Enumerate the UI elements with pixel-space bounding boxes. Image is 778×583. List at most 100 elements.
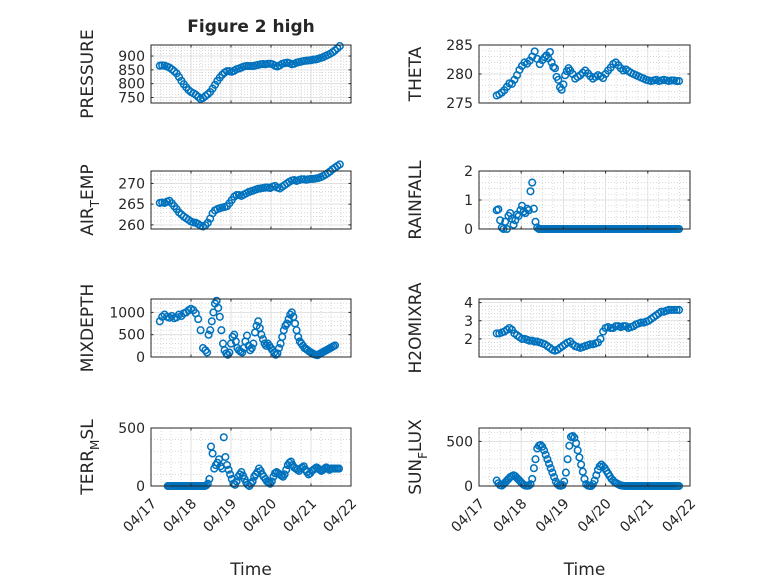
data-point [528, 474, 537, 483]
data-point [232, 477, 241, 486]
y-tick-label: 0 [136, 350, 145, 366]
data-point [559, 80, 568, 89]
data-point [282, 465, 291, 474]
data-point [242, 331, 252, 340]
data-point [568, 431, 577, 441]
data-point [202, 348, 212, 357]
data-point [271, 350, 280, 359]
data-point [258, 335, 268, 344]
data-point [672, 76, 681, 86]
data-point [294, 332, 303, 341]
data-point [561, 71, 570, 80]
y-axis-label: MIXDEPTH [78, 284, 98, 373]
y-tick-label: 900 [118, 49, 145, 65]
data-point [530, 47, 539, 56]
data-point [573, 446, 582, 455]
data-point [212, 296, 221, 305]
y-tick-label: 1000 [109, 305, 145, 321]
y-tick-label: 3 [464, 314, 473, 330]
data-point [543, 455, 552, 464]
data-point [282, 319, 292, 328]
data-point [611, 322, 620, 331]
data-point [221, 452, 230, 462]
y-tick-label: 0 [136, 479, 145, 495]
data-point [492, 329, 501, 338]
data-point [572, 439, 581, 448]
y-axis-label: TERRMSL [78, 419, 102, 496]
x-axis-label: Time [563, 560, 606, 580]
y-axis-label: THETA [406, 46, 426, 102]
data-point [545, 47, 554, 57]
y-axis-label-main: AIR [78, 207, 98, 236]
data-point [561, 468, 570, 477]
y-tick-label: 850 [118, 63, 145, 79]
data-point [224, 465, 233, 474]
data-point [497, 223, 506, 232]
data-point [257, 330, 266, 339]
data-point [205, 474, 214, 484]
y-tick-label: 800 [118, 77, 145, 93]
data-point [217, 326, 226, 335]
data-point [204, 330, 213, 339]
data-point [263, 59, 272, 68]
axes-box [150, 298, 352, 358]
data-point [225, 348, 234, 357]
data-point [208, 449, 217, 458]
data-point [206, 326, 215, 335]
y-axis-label: AIRTEMP [78, 164, 102, 235]
data-point [194, 315, 203, 324]
data-point [636, 318, 646, 327]
data-point [219, 433, 228, 442]
y-tick-label: 2 [464, 332, 473, 348]
y-tick-label: 270 [118, 176, 145, 192]
figure-title: Figure 2 high [187, 17, 315, 37]
panel-h2omixra: 2 3 4 H2OMIXRA [406, 282, 691, 374]
data-point [209, 308, 218, 317]
data-point [550, 64, 560, 73]
data-point [545, 459, 554, 468]
data-point [554, 75, 563, 84]
data-point [548, 468, 557, 477]
y-axis-label: H2OMIXRA [406, 282, 426, 373]
data-point [248, 477, 257, 486]
y-tick-label: 0 [464, 222, 473, 238]
panel-theta: 275 280 285 THETA [406, 38, 691, 112]
data-point [539, 446, 549, 455]
data-point [524, 206, 533, 215]
data-point [595, 462, 604, 471]
data-point [226, 470, 235, 479]
data-point [531, 455, 540, 464]
data-point [586, 340, 595, 349]
data-point [517, 334, 527, 343]
data-point [546, 464, 555, 473]
y-tick-label: 260 [118, 218, 145, 234]
y-tick-label: 285 [446, 38, 473, 54]
data-point [280, 470, 289, 479]
data-point [214, 303, 223, 312]
data-point [580, 474, 589, 483]
panel-air_temp: 260 265 270 AIRTEMP [78, 160, 352, 236]
y-axis-label-rest: EMP [78, 164, 98, 200]
y-axis-label-main: SUN [406, 459, 426, 495]
data-point [578, 467, 587, 476]
data-point [547, 58, 556, 67]
data-point [330, 341, 340, 350]
y-axis-label-subscript: F [416, 452, 430, 459]
x-axis-label: Time [229, 560, 272, 580]
y-tick-label: 0 [464, 479, 473, 495]
data-point [575, 453, 584, 462]
data-point [596, 334, 605, 343]
data-point [207, 317, 216, 326]
y-tick-label: 265 [118, 197, 145, 213]
data-point [525, 336, 534, 345]
data-point [557, 85, 566, 94]
data-point [529, 464, 538, 473]
data-point [667, 305, 676, 314]
axes-box [150, 427, 352, 487]
y-tick-label: 2 [464, 164, 473, 180]
y-axis-label-rest: LUX [406, 419, 426, 452]
y-axis-label: PRESSURE [78, 29, 98, 118]
data-point [606, 323, 615, 333]
